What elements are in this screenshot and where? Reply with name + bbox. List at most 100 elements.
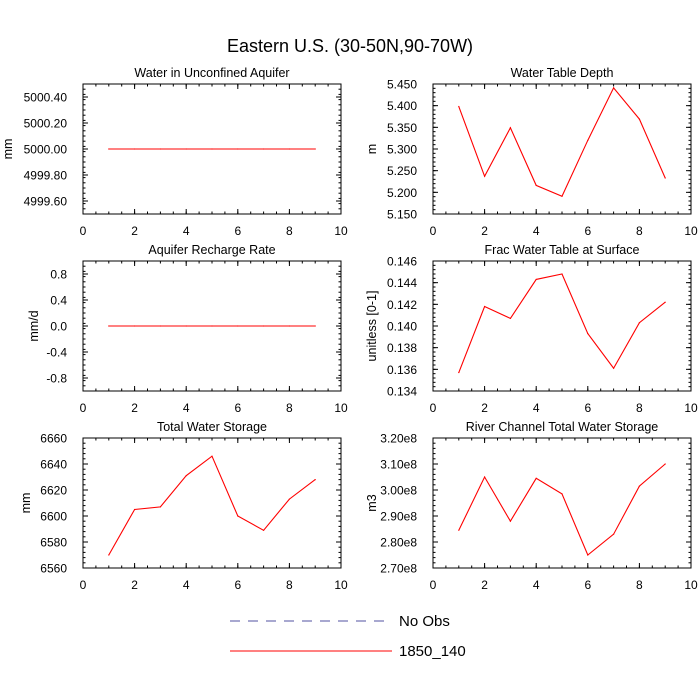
y-tick-label: 5.250 [387,164,417,178]
y-tick-label: 5.450 [387,78,417,92]
x-tick-label: 0 [430,578,437,592]
x-tick-label: 8 [636,578,643,592]
data-point [613,367,615,369]
y-tick-label: 5.400 [387,99,417,113]
y-axis-label: m [365,144,379,154]
data-point [535,184,537,186]
figure-title: Eastern U.S. (30-50N,90-70W) [227,36,473,56]
x-tick-label: 4 [533,578,540,592]
data-point [458,105,460,108]
x-tick-label: 6 [234,578,241,592]
data-point [159,325,161,327]
data-point [561,195,563,197]
data-point [638,322,641,324]
legend: No Obs 1850_140 [230,613,466,660]
data-point [664,301,666,303]
x-tick-label: 4 [533,224,540,238]
data-point [458,529,460,531]
x-tick-label: 0 [430,401,437,415]
data-point [288,148,290,150]
y-tick-label: 5.150 [387,208,417,222]
y-tick-label: 0.138 [387,341,417,355]
data-point [134,325,136,327]
data-point [613,533,615,535]
panel-4: Frac Water Table at Surface 0 2 4 6 8 10 0.134 0… [365,243,698,415]
data-point [561,493,563,495]
data-point [484,175,486,177]
y-tick-label: 6560 [40,562,67,576]
y-tick-label: 0.142 [387,298,417,312]
data-point [159,506,161,508]
y-tick-label: -0.8 [46,372,67,386]
data-point [263,325,265,327]
y-tick-label: 5000.40 [24,91,68,105]
y-tick-label: 0.136 [387,363,417,377]
y-axis-label: mm [19,493,33,514]
x-tick-label: 4 [183,224,190,238]
x-tick-label: 2 [481,578,488,592]
x-tick-label: 10 [684,578,698,592]
y-tick-label: 0.134 [387,385,417,399]
x-tick-label: 8 [636,401,643,415]
data-point [509,520,511,522]
x-tick-label: 10 [684,401,698,415]
data-point [484,476,486,478]
y-tick-label: 6640 [40,458,67,472]
x-tick-label: 10 [334,224,348,238]
data-point [211,148,213,150]
y-tick-label: -0.4 [46,346,67,360]
data-point [134,508,136,511]
x-tick-label: 6 [584,224,591,238]
y-tick-label: 5.200 [387,186,417,200]
data-point [314,325,316,327]
y-tick-label: 0.140 [387,320,417,334]
y-tick-label: 3.20e8 [380,432,417,446]
data-point [314,479,316,481]
data-point [314,148,316,150]
panel-title: Water Table Depth [511,66,614,80]
y-axis-label: mm [1,139,15,160]
x-tick-label: 2 [481,224,488,238]
y-axis-label: unitless [0-1] [365,291,379,362]
panel-title: Total Water Storage [157,420,267,434]
y-tick-label: 5.350 [387,121,417,135]
y-axis-label: mm/d [27,310,41,341]
data-point [159,148,161,150]
x-tick-label: 6 [584,401,591,415]
data-point [288,325,290,327]
data-point [134,148,136,150]
x-tick-label: 8 [286,224,293,238]
y-tick-label: 2.90e8 [380,510,417,524]
data-point [664,463,666,465]
x-tick-label: 4 [183,578,190,592]
panel-3: Aquifer Recharge Rate 0 2 4 6 8 10 -0.8 -0.4 0.0 0… [27,243,348,415]
data-point [587,332,589,335]
y-tick-label: 6660 [40,432,67,446]
x-tick-label: 8 [636,224,643,238]
y-tick-label: 5.300 [387,143,417,157]
data-point [638,118,641,120]
y-tick-label: 3.00e8 [380,484,417,498]
y-tick-label: 0.146 [387,255,417,269]
data-point [638,485,641,487]
x-tick-label: 6 [234,224,241,238]
data-point [237,515,239,517]
x-tick-label: 10 [334,401,348,415]
data-point [561,273,563,275]
data-point [185,148,187,150]
data-point [535,278,537,281]
x-tick-label: 2 [131,224,138,238]
y-tick-label: 0.144 [387,276,417,290]
x-tick-label: 8 [286,401,293,415]
y-tick-label: 0.0 [50,320,67,334]
y-tick-label: 0.8 [50,268,67,282]
x-tick-label: 6 [584,578,591,592]
x-tick-label: 0 [80,224,87,238]
data-point [237,325,239,327]
x-tick-label: 0 [430,224,437,238]
x-tick-label: 10 [334,578,348,592]
x-tick-label: 6 [234,401,241,415]
data-point [587,139,589,141]
x-tick-label: 4 [533,401,540,415]
y-axis-label: m3 [365,494,379,511]
